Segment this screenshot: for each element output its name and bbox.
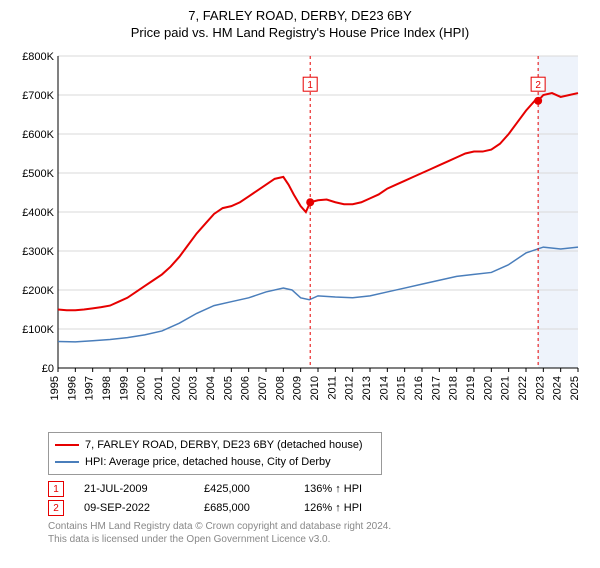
svg-text:2017: 2017 <box>430 376 442 400</box>
svg-text:2: 2 <box>535 80 541 91</box>
chart: £0 £100K £200K £300K £400K £500K £600K £700K £80… <box>10 46 590 426</box>
svg-text:2005: 2005 <box>222 376 234 400</box>
svg-text:2012: 2012 <box>344 376 356 400</box>
legend-item: HPI: Average price, detached house, City… <box>55 454 375 471</box>
subtitle: Price paid vs. HM Land Registry's House … <box>0 25 600 40</box>
sale-badge: 2 <box>48 500 64 516</box>
svg-text:£200K: £200K <box>22 285 54 297</box>
sale-hpi: 126% ↑ HPI <box>304 502 424 514</box>
svg-text:2018: 2018 <box>448 376 460 400</box>
svg-text:2025: 2025 <box>569 376 581 400</box>
sale-row: 1 21-JUL-2009£425,000136% ↑ HPI <box>48 481 590 497</box>
sale-price: £425,000 <box>204 483 304 495</box>
svg-text:1999: 1999 <box>118 376 130 400</box>
svg-text:2000: 2000 <box>136 376 148 400</box>
legend-swatch <box>55 461 79 463</box>
sale-marker-dot <box>534 97 542 105</box>
sales-table: 1 21-JUL-2009£425,000136% ↑ HPI 2 09-SEP-20… <box>48 481 590 516</box>
sale-date: 21-JUL-2009 <box>84 483 204 495</box>
title: 7, FARLEY ROAD, DERBY, DE23 6BY <box>0 8 600 23</box>
legend: 7, FARLEY ROAD, DERBY, DE23 6BY (detache… <box>48 432 382 475</box>
svg-text:1998: 1998 <box>101 376 113 400</box>
sale-badge: 1 <box>48 481 64 497</box>
legend-label: HPI: Average price, detached house, City… <box>85 454 331 471</box>
sale-marker-dot <box>306 198 314 206</box>
footer-line1: Contains HM Land Registry data © Crown c… <box>48 520 590 533</box>
svg-text:2024: 2024 <box>552 376 564 400</box>
svg-text:£300K: £300K <box>22 246 54 258</box>
svg-text:2020: 2020 <box>482 376 494 400</box>
sale-price: £685,000 <box>204 502 304 514</box>
sale-date: 09-SEP-2022 <box>84 502 204 514</box>
legend-item: 7, FARLEY ROAD, DERBY, DE23 6BY (detache… <box>55 437 375 454</box>
svg-text:1995: 1995 <box>49 376 61 400</box>
svg-text:£400K: £400K <box>22 207 54 219</box>
svg-text:2004: 2004 <box>205 376 217 400</box>
svg-text:£500K: £500K <box>22 168 54 180</box>
svg-text:2011: 2011 <box>326 376 338 400</box>
sale-row: 2 09-SEP-2022£685,000126% ↑ HPI <box>48 500 590 516</box>
svg-text:£600K: £600K <box>22 129 54 141</box>
svg-text:£800K: £800K <box>22 51 54 63</box>
svg-text:2015: 2015 <box>396 376 408 400</box>
svg-text:2022: 2022 <box>517 376 529 400</box>
svg-text:£100K: £100K <box>22 324 54 336</box>
svg-text:1997: 1997 <box>84 376 96 400</box>
svg-text:2002: 2002 <box>170 376 182 400</box>
svg-text:2009: 2009 <box>292 376 304 400</box>
svg-text:2001: 2001 <box>153 376 165 400</box>
svg-text:2023: 2023 <box>534 376 546 400</box>
svg-text:2013: 2013 <box>361 376 373 400</box>
svg-text:2021: 2021 <box>500 376 512 400</box>
svg-text:2006: 2006 <box>240 376 252 400</box>
svg-text:2008: 2008 <box>274 376 286 400</box>
svg-text:1996: 1996 <box>66 376 78 400</box>
svg-text:£700K: £700K <box>22 90 54 102</box>
svg-text:£0: £0 <box>42 363 54 375</box>
svg-text:2016: 2016 <box>413 376 425 400</box>
svg-text:2010: 2010 <box>309 376 321 400</box>
footer-line2: This data is licensed under the Open Gov… <box>48 533 590 546</box>
svg-text:2007: 2007 <box>257 376 269 400</box>
figure: 7, FARLEY ROAD, DERBY, DE23 6BY Price pa… <box>0 8 600 568</box>
svg-text:2003: 2003 <box>188 376 200 400</box>
svg-text:2014: 2014 <box>378 376 390 400</box>
sale-hpi: 136% ↑ HPI <box>304 483 424 495</box>
legend-label: 7, FARLEY ROAD, DERBY, DE23 6BY (detache… <box>85 437 363 454</box>
footer: Contains HM Land Registry data © Crown c… <box>48 520 590 546</box>
svg-text:2019: 2019 <box>465 376 477 400</box>
legend-swatch <box>55 444 79 446</box>
svg-text:1: 1 <box>307 80 313 91</box>
